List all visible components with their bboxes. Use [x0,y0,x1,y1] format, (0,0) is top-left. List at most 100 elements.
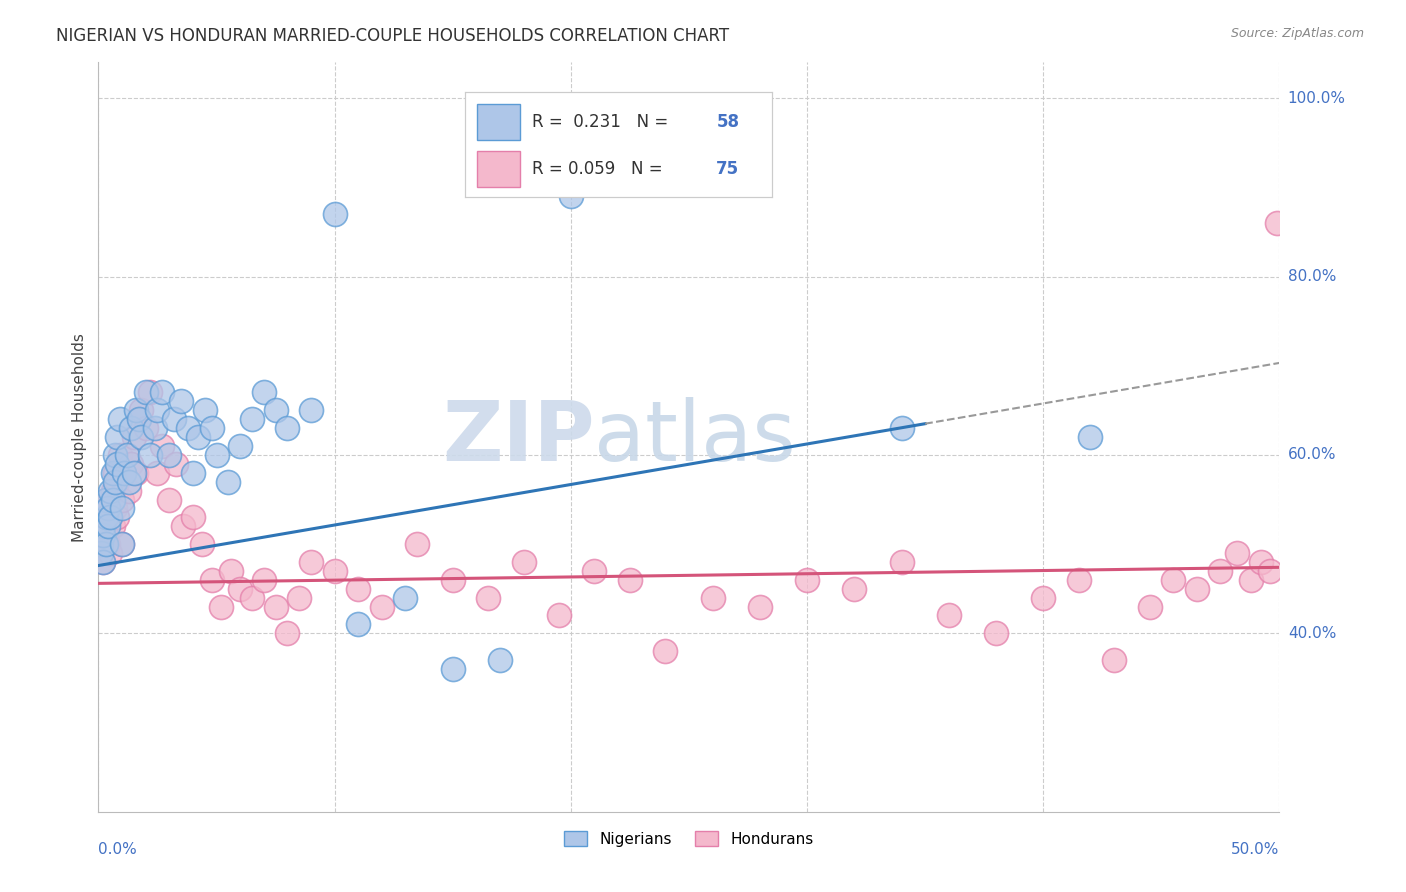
Point [91,555,114,569]
Point [323,564,346,578]
Point [1240,573,1263,587]
Point [90,546,112,560]
Point [150,385,173,400]
Point [125,403,148,417]
Point [1067,573,1090,587]
Text: Source: ZipAtlas.com: Source: ZipAtlas.com [1230,27,1364,40]
Point [347,582,370,596]
Point [219,564,242,578]
Point [229,582,252,596]
Point [101,483,124,498]
Point [104,501,127,516]
Point [98,546,121,560]
Point [101,466,124,480]
Point [97,537,120,551]
Point [394,591,416,605]
Point [201,421,224,435]
Point [104,475,127,489]
Point [108,448,131,462]
Point [1032,591,1054,605]
Point [112,466,135,480]
Point [177,421,200,435]
Point [115,448,138,462]
Text: atlas: atlas [595,397,796,477]
Point [91,528,114,542]
Point [512,555,534,569]
Point [98,510,121,524]
Point [229,439,252,453]
Point [240,591,263,605]
Point [146,466,169,480]
Point [135,385,157,400]
Point [299,555,322,569]
Point [98,510,121,524]
Point [97,501,120,516]
Point [702,591,724,605]
Point [90,537,112,551]
Point [122,466,145,480]
Point [139,448,162,462]
Point [890,421,912,435]
Point [748,599,770,614]
Point [323,207,346,221]
Point [984,626,1007,640]
Point [115,448,138,462]
Point [97,519,120,533]
Point [844,582,866,596]
Text: 80.0%: 80.0% [1288,269,1336,284]
Point [111,492,134,507]
Point [441,573,464,587]
Point [264,599,287,614]
Point [111,537,134,551]
Point [205,448,228,462]
Point [165,457,187,471]
Text: 60.0%: 60.0% [1288,448,1336,462]
Point [122,430,145,444]
Point [1080,430,1102,444]
Point [125,466,148,480]
Point [1139,599,1161,614]
Point [1250,555,1272,569]
Point [94,492,117,507]
Point [477,591,499,605]
Point [94,510,117,524]
Point [91,519,114,533]
Point [91,519,114,533]
Point [194,403,217,417]
Point [135,421,157,435]
Point [1209,564,1232,578]
Point [548,608,571,623]
Point [253,573,276,587]
Point [406,537,429,551]
Point [253,385,276,400]
Point [276,421,298,435]
Y-axis label: Married-couple Households: Married-couple Households [72,333,87,541]
Text: NIGERIAN VS HONDURAN MARRIED-COUPLE HOUSEHOLDS CORRELATION CHART: NIGERIAN VS HONDURAN MARRIED-COUPLE HOUS… [56,27,730,45]
Point [112,466,135,480]
Point [1226,546,1249,560]
Point [181,466,204,480]
Text: ZIP: ZIP [441,397,595,477]
Text: 0.0%: 0.0% [98,842,138,857]
Point [170,394,193,409]
Point [172,519,194,533]
Point [583,564,606,578]
Point [105,475,128,489]
Point [105,510,128,524]
Point [101,492,124,507]
Point [98,483,121,498]
Point [209,599,232,614]
Point [890,555,912,569]
Point [90,537,112,551]
Point [217,475,239,489]
Point [938,608,960,623]
Point [121,457,143,471]
Point [105,430,128,444]
Point [1102,653,1125,667]
Point [264,403,287,417]
Point [129,430,152,444]
Point [111,537,134,551]
Point [104,448,127,462]
Point [201,573,224,587]
Point [187,430,209,444]
